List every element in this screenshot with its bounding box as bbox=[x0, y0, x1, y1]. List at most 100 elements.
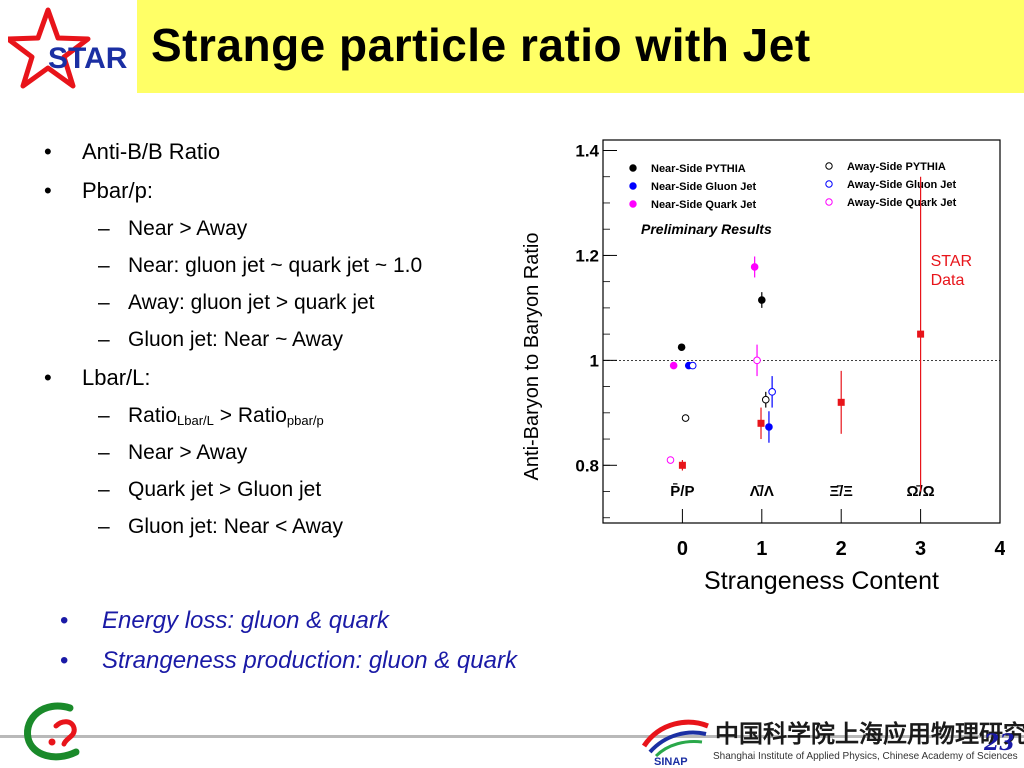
category-label: Λ̄/Λ bbox=[750, 483, 774, 500]
x-tick-label: 1 bbox=[756, 538, 767, 560]
sub-bullet-text: Near: gluon jet ~ quark jet ~ 1.0 bbox=[128, 254, 423, 277]
sub-bullet-text: Quark jet > Gluon jet bbox=[128, 478, 322, 501]
ratio-a: Ratio bbox=[128, 404, 178, 427]
sub-bullet: – Near > Away bbox=[40, 437, 510, 474]
page-title: Strange particle ratio with Jet bbox=[151, 19, 811, 71]
legend-marker bbox=[629, 200, 637, 208]
bullet-marker: • bbox=[44, 365, 52, 390]
sub-bullet: – Away: gluon jet > quark jet bbox=[40, 287, 510, 324]
preliminary-annotation: Preliminary Results bbox=[641, 221, 772, 237]
data-point bbox=[761, 395, 770, 404]
data-point bbox=[768, 388, 776, 396]
legend-label: Near-Side Quark Jet bbox=[651, 199, 756, 211]
conclusion-text: Energy loss: gluon & quark bbox=[102, 607, 389, 634]
ratio-b: Ratio bbox=[237, 404, 287, 427]
data-point bbox=[666, 456, 675, 464]
legend-label: Away-Side Gluon Jet bbox=[847, 179, 957, 191]
data-point bbox=[750, 263, 759, 271]
cas-logo-icon bbox=[24, 702, 80, 761]
y-tick-label: 1 bbox=[590, 351, 599, 370]
footer-divider bbox=[0, 735, 1024, 738]
legend-marker bbox=[825, 162, 833, 170]
star-data-annotation: Data bbox=[931, 272, 965, 289]
data-point bbox=[765, 423, 773, 431]
sub-bullet-text: Away: gluon jet > quark jet bbox=[128, 291, 375, 314]
star-logo-text: STAR bbox=[48, 42, 128, 75]
legend-marker bbox=[629, 182, 637, 190]
page-number: 23 bbox=[984, 730, 1015, 756]
dash-marker: – bbox=[98, 254, 110, 277]
sub-bullet-text: Gluon jet: Near < Away bbox=[128, 515, 343, 538]
y-tick-label: 0.8 bbox=[575, 456, 599, 475]
bullet-pbar-p: • Pbar/p: bbox=[40, 174, 510, 213]
sinap-logo-icon: SINAP bbox=[641, 719, 709, 766]
institute-name-cn: 中国科学院上海应用物理研究所 bbox=[715, 719, 1024, 748]
category-label: P̄/P bbox=[670, 482, 694, 500]
bullet-list: • Anti-B/B Ratio • Pbar/p: – Near > Away… bbox=[40, 135, 510, 548]
bullet-text: Anti-B/B Ratio bbox=[82, 139, 221, 164]
x-tick-label: 3 bbox=[915, 538, 926, 560]
x-tick-label: 4 bbox=[994, 538, 1005, 560]
legend-label: Near-Side Gluon Jet bbox=[651, 181, 756, 193]
sub-bullet-text: Gluon jet: Near ~ Away bbox=[128, 328, 343, 351]
sub-bullet: – Near > Away bbox=[40, 213, 510, 250]
sinap-label: SINAP bbox=[654, 756, 688, 766]
bullet-marker: • bbox=[44, 139, 52, 164]
legend-label: Away-Side PYTHIA bbox=[847, 161, 946, 173]
data-point bbox=[677, 343, 686, 352]
data-point bbox=[753, 356, 761, 365]
legend-marker bbox=[629, 164, 637, 172]
dash-marker: – bbox=[98, 217, 110, 240]
y-tick-label: 1.2 bbox=[575, 246, 599, 265]
bullet-marker: • bbox=[60, 607, 69, 634]
data-point bbox=[837, 398, 845, 406]
ratio-b-sub: pbar/p bbox=[286, 413, 324, 428]
institute-name-en: Shanghai Institute of Applied Physics, C… bbox=[713, 751, 1018, 762]
data-point bbox=[681, 414, 690, 422]
data-point bbox=[757, 419, 765, 427]
dash-marker: – bbox=[98, 478, 110, 501]
dash-marker: – bbox=[98, 441, 110, 464]
x-tick-label: 2 bbox=[836, 538, 847, 560]
data-point bbox=[669, 361, 678, 370]
conclusion-list: • Energy loss: gluon & quark • Strangene… bbox=[60, 603, 517, 683]
dash-marker: – bbox=[98, 515, 110, 538]
y-axis-label: Anti-Baryon to Baryon Ratio bbox=[521, 233, 543, 481]
bullet-text: Pbar/p: bbox=[82, 178, 153, 203]
sub-bullet: – Near: gluon jet ~ quark jet ~ 1.0 bbox=[40, 250, 510, 287]
legend-marker bbox=[825, 180, 833, 188]
star-data-annotation: STAR bbox=[931, 253, 972, 270]
ratio-chart: 0.8 1 1.2 1.4 0 1 2 3 4 Strangeness Content Anti-B… bbox=[521, 139, 1005, 595]
ratio-mid: > bbox=[213, 404, 238, 427]
title-bar: Strange particle ratio with Jet bbox=[137, 0, 1024, 93]
bullet-text: Lbar/L: bbox=[82, 365, 151, 390]
x-axis-label: Strangeness Content bbox=[704, 567, 939, 595]
sub-bullet: – Gluon jet: Near < Away bbox=[40, 511, 510, 548]
star-logo: STAR bbox=[8, 7, 128, 89]
legend-label: Away-Side Quark Jet bbox=[847, 197, 957, 209]
legend-marker bbox=[825, 198, 833, 206]
dash-marker: – bbox=[98, 291, 110, 314]
conclusion-item: • Energy loss: gluon & quark bbox=[60, 603, 517, 643]
sub-bullet-text: Near > Away bbox=[128, 217, 248, 240]
ratio-a-sub: Lbar/L bbox=[177, 413, 214, 428]
sub-bullet-text: Near > Away bbox=[128, 441, 248, 464]
conclusion-text: Strangeness production: gluon & quark bbox=[102, 647, 517, 674]
x-tick-label: 0 bbox=[677, 538, 688, 560]
data-point bbox=[688, 361, 697, 370]
bullet-lbar-l: • Lbar/L: bbox=[40, 361, 510, 400]
category-label: Ξ̄/Ξ bbox=[829, 483, 853, 500]
data-point bbox=[758, 296, 766, 304]
dash-marker: – bbox=[98, 404, 110, 427]
sub-bullet: – Gluon jet: Near ~ Away bbox=[40, 324, 510, 361]
data-point bbox=[917, 330, 925, 338]
y-tick-label: 1.4 bbox=[575, 141, 599, 160]
sub-bullet: – Quark jet > Gluon jet bbox=[40, 474, 510, 511]
data-point bbox=[678, 461, 686, 469]
bullet-marker: • bbox=[44, 178, 52, 203]
bullet-anti-b-ratio: • Anti-B/B Ratio bbox=[40, 135, 510, 174]
bullet-marker: • bbox=[60, 647, 69, 674]
legend-label: Near-Side PYTHIA bbox=[651, 163, 746, 175]
sub-bullet-ratio: – RatioLbar/L > Ratiopbar/p bbox=[40, 400, 510, 437]
dash-marker: – bbox=[98, 328, 110, 351]
